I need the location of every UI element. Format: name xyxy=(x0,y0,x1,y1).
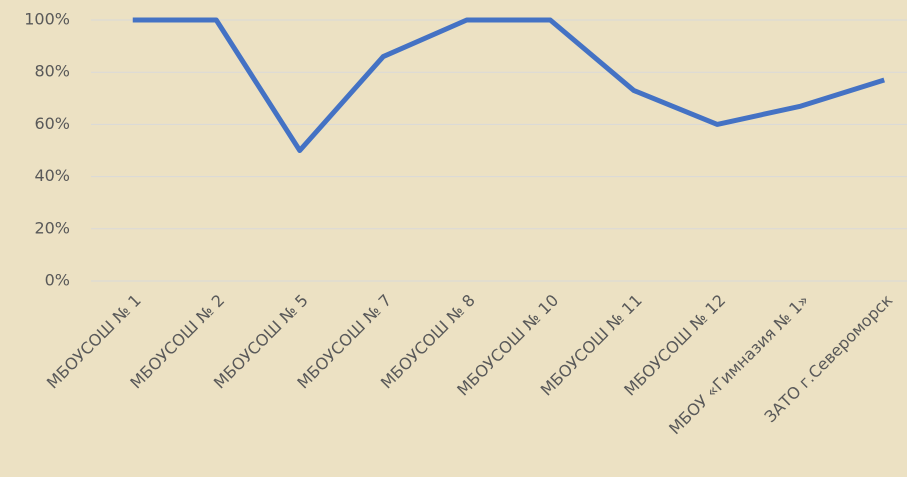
y-tick-label: 100% xyxy=(24,10,70,29)
line-series xyxy=(132,17,885,153)
y-tick-label: 60% xyxy=(34,114,70,133)
y-tick-label: 0% xyxy=(45,271,70,290)
y-tick-label: 20% xyxy=(34,218,70,237)
y-tick-label: 40% xyxy=(34,166,70,185)
y-tick-label: 80% xyxy=(34,62,70,81)
